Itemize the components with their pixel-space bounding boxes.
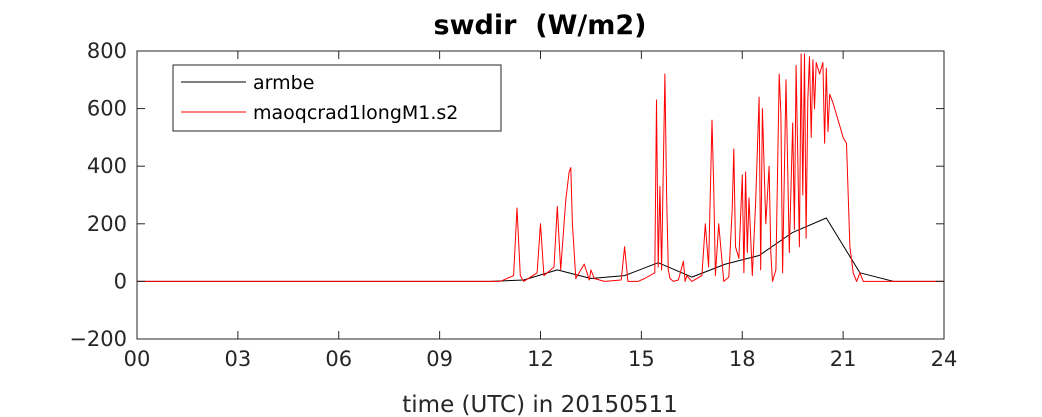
legend: armbe maoqcrad1longM1.s2: [172, 64, 502, 132]
x-tick-label: 21: [830, 347, 857, 371]
y-tick-label: 800: [87, 39, 127, 63]
y-tick-label: 0: [114, 269, 127, 293]
x-tick-label: 12: [527, 347, 554, 371]
x-tick-label: 00: [124, 347, 151, 371]
x-axis-label: time (UTC) in 20150511: [402, 392, 677, 417]
y-tick-label: 200: [87, 212, 127, 236]
legend-label: armbe: [253, 72, 314, 94]
series-line-armbe: [137, 217, 944, 282]
x-tick-label: 03: [225, 347, 252, 371]
ticks-layer: 00 03 06 09 12 15 18 21 24 −200 0 200 400 600 800: [69, 39, 957, 371]
y-tick-label: 400: [87, 154, 127, 178]
legend-box: [172, 64, 502, 132]
series-layer: [137, 53, 944, 282]
y-tick-label: −200: [69, 327, 127, 351]
x-tick-label: 15: [628, 347, 655, 371]
x-tick-label: 24: [931, 347, 958, 371]
legend-entries: armbe maoqcrad1longM1.s2: [181, 72, 458, 124]
legend-label: maoqcrad1longM1.s2: [253, 102, 458, 124]
chart-title: swdir (W/m2): [434, 10, 647, 41]
x-tick-label: 09: [426, 347, 453, 371]
y-tick-label: 600: [87, 97, 127, 121]
x-tick-label: 06: [325, 347, 352, 371]
series-line-maoqcrad: [137, 53, 944, 282]
x-tick-label: 18: [729, 347, 756, 371]
